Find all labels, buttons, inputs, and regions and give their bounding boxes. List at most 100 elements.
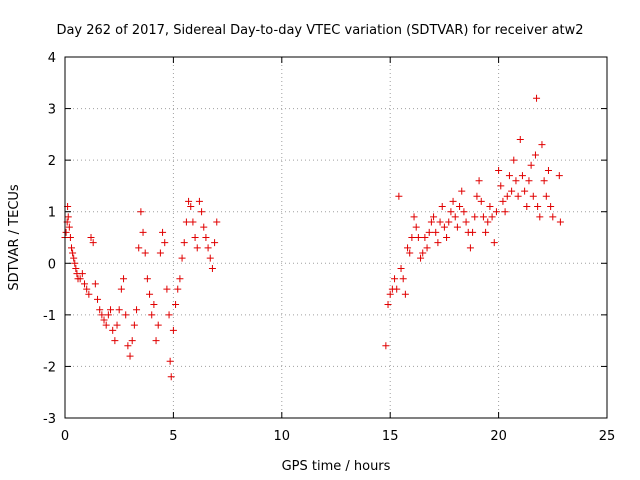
data-point [479, 213, 487, 221]
data-point [176, 275, 184, 283]
data-point [523, 203, 531, 211]
y-tick-label: 4 [48, 51, 56, 66]
data-point [430, 213, 438, 221]
data-point [70, 254, 78, 262]
data-point [124, 342, 132, 350]
data-point [432, 228, 440, 236]
data-point [443, 234, 451, 241]
data-point [83, 285, 91, 293]
x-tick-label: 5 [169, 429, 177, 444]
data-point [499, 197, 507, 205]
data-point [137, 208, 145, 216]
data-point [475, 177, 483, 185]
data-point [68, 244, 76, 252]
data-point [542, 192, 550, 200]
y-tick-label: -3 [43, 412, 56, 427]
data-point [533, 94, 541, 102]
y-tick-label: 1 [48, 206, 56, 221]
data-point [544, 166, 552, 174]
data-point [72, 264, 80, 272]
data-point [120, 275, 128, 283]
data-point [460, 208, 468, 216]
data-point [91, 280, 99, 288]
y-tick-label: 2 [48, 154, 56, 169]
y-tick-label: 0 [48, 257, 56, 272]
data-point [195, 197, 203, 205]
data-point [98, 311, 106, 319]
y-tick-label: 3 [48, 103, 56, 118]
data-point [141, 249, 149, 257]
y-tick-label: -1 [43, 309, 56, 324]
data-point [198, 208, 206, 216]
data-point [126, 352, 134, 360]
data-point [497, 182, 505, 190]
data-point [534, 203, 542, 211]
data-point [458, 187, 466, 195]
data-point [521, 187, 529, 195]
data-point [65, 223, 73, 231]
data-point [466, 244, 474, 252]
data-point [122, 311, 130, 319]
data-point [477, 197, 485, 205]
axis-ticks: 0 5 10 15 20 25 -3 -2 -1 0 1 2 3 4 [43, 51, 615, 444]
data-point [538, 141, 546, 149]
y-tick-label: -2 [43, 360, 56, 375]
data-point [159, 228, 167, 236]
data-point [525, 177, 533, 185]
data-point [482, 228, 490, 236]
data-point [185, 197, 193, 205]
data-point [469, 228, 477, 236]
data-point [139, 228, 147, 236]
data-point [200, 223, 208, 231]
data-point [505, 172, 513, 180]
data-point [150, 301, 158, 309]
data-point [208, 264, 216, 272]
data-point [152, 337, 160, 345]
data-point [172, 301, 180, 309]
data-point [453, 223, 461, 231]
data-point [449, 197, 457, 205]
data-point [410, 213, 418, 221]
data-point [87, 234, 95, 241]
data-point [495, 166, 503, 174]
data-point [456, 203, 464, 211]
data-point [406, 249, 414, 257]
data-point [512, 177, 520, 185]
data-point [540, 177, 548, 185]
data-point [440, 223, 448, 231]
data-point [401, 290, 409, 298]
data-point [414, 234, 422, 241]
data-point [191, 234, 199, 241]
data-point [102, 321, 110, 329]
data-point [486, 203, 494, 211]
data-point [447, 208, 455, 216]
data-point [117, 285, 125, 293]
data-point [510, 156, 518, 164]
y-axis-label: SDTVAR / TECUs [7, 184, 22, 291]
data-point [531, 151, 539, 159]
data-point [193, 244, 201, 252]
data-point [382, 342, 390, 350]
data-point [518, 172, 526, 180]
data-point [384, 301, 392, 309]
data-point [165, 311, 173, 319]
data-point [556, 218, 564, 226]
data-point [111, 337, 119, 345]
data-point [187, 203, 195, 211]
data-point [78, 270, 86, 278]
data-point [154, 321, 162, 329]
data-point [490, 239, 498, 247]
data-point [94, 295, 102, 303]
data-point [503, 192, 511, 200]
x-axis-label: GPS time / hours [282, 459, 391, 474]
x-tick-label: 20 [490, 429, 507, 444]
data-points [61, 94, 564, 381]
data-point [69, 249, 77, 257]
data-point [213, 218, 221, 226]
data-point [163, 285, 171, 293]
x-tick-label: 10 [274, 429, 291, 444]
data-point [109, 326, 117, 334]
x-tick-label: 25 [599, 429, 616, 444]
data-point [421, 234, 429, 241]
data-point [527, 161, 535, 169]
